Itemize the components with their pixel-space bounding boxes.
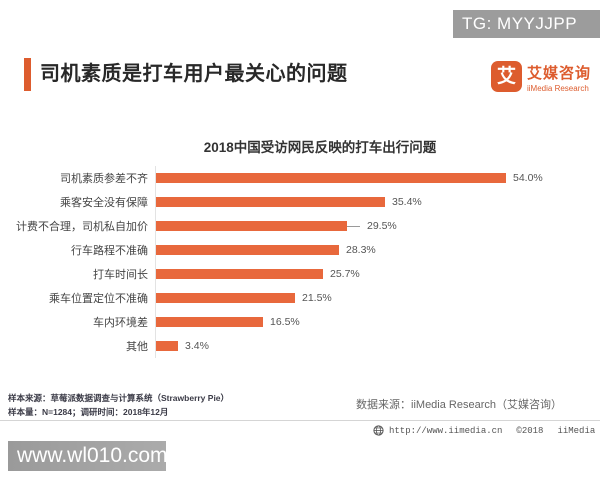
bar-category-label: 乘客安全没有保障	[60, 197, 148, 209]
footer-divider	[0, 420, 600, 421]
telegram-watermark-text: TG: MYYJJPP	[462, 14, 578, 33]
bar	[156, 269, 323, 279]
bar-value-label: 28.3%	[346, 244, 376, 256]
bar	[156, 245, 339, 255]
iimedia-logo-icon: 艾	[491, 61, 522, 92]
bar-category-label: 行车路程不准确	[71, 245, 148, 257]
data-source-note: 数据来源：iiMedia Research（艾媒咨询）	[356, 399, 562, 411]
logo-name-en: iiMedia Research	[527, 84, 589, 93]
bar-row: 车内环境差 16.5%	[0, 310, 600, 334]
bar-category-label: 车内环境差	[93, 317, 148, 329]
bar-track: 28.3%	[155, 238, 600, 262]
bar	[156, 317, 263, 327]
bar-category-label: 计费不合理，司机私自加价	[16, 221, 148, 233]
title-accent-bar	[24, 58, 31, 91]
iimedia-logo-text: 艾媒咨询 iiMedia Research	[527, 61, 591, 93]
bar-value-label: 35.4%	[392, 196, 422, 208]
bar-track: 25.7%	[155, 262, 600, 286]
bar-category-label: 乘车位置定位不准确	[49, 293, 148, 305]
bar	[156, 341, 178, 351]
bar	[156, 197, 385, 207]
globe-icon	[373, 425, 384, 436]
page-title: 司机素质是打车用户最关心的问题	[40, 63, 348, 85]
bar-value-label: 29.5%	[367, 220, 397, 232]
bar-track: 54.0%	[155, 166, 600, 190]
iimedia-logo: 艾 艾媒咨询 iiMedia Research	[491, 61, 591, 93]
telegram-watermark-badge: TG: MYYJJPP	[453, 10, 600, 38]
bar-row: 乘客安全没有保障 35.4%	[0, 190, 600, 214]
bar-category-label: 打车时间长	[93, 269, 148, 281]
bar-value-label: 3.4%	[185, 340, 209, 352]
bar	[156, 293, 295, 303]
sample-size-note: 样本量：N=1284；调研时间：2018年12月	[8, 407, 169, 417]
bar-row: 打车时间长 25.7%	[0, 262, 600, 286]
bar-track: 35.4%	[155, 190, 600, 214]
footer-bar: http://www.iimedia.cn ©2018 iiMedia Rese…	[373, 425, 600, 436]
bar-track: 3.4%	[155, 334, 600, 358]
site-watermark: www.wl010.com	[8, 441, 168, 471]
bar-value-label: 54.0%	[513, 172, 543, 184]
bar-track: 29.5%	[155, 214, 600, 238]
bar	[156, 173, 506, 183]
bar-track: 16.5%	[155, 310, 600, 334]
bar-leader-line	[347, 225, 360, 227]
bar-row: 司机素质参差不齐 54.0%	[0, 166, 600, 190]
bar-rows: 司机素质参差不齐 54.0% 乘客安全没有保障 35.4% 计费不合理，司机私自…	[0, 166, 600, 358]
bar-row: 其他 3.4%	[0, 334, 600, 358]
sample-source-note: 样本来源：草莓派数据调查与计算系统（Strawberry Pie）	[8, 393, 230, 403]
bar-row: 行车路程不准确 28.3%	[0, 238, 600, 262]
logo-name-cn: 艾媒咨询	[527, 65, 592, 82]
bar-value-label: 21.5%	[302, 292, 332, 304]
bar	[156, 221, 347, 231]
bar-category-label: 司机素质参差不齐	[60, 173, 148, 185]
bar-track: 21.5%	[155, 286, 600, 310]
footer-company: iiMedia Research	[557, 425, 600, 436]
footer-url: http://www.iimedia.cn	[389, 425, 503, 436]
bar-row: 计费不合理，司机私自加价 29.5%	[0, 214, 600, 238]
site-watermark-text: www.wl010.com	[17, 444, 168, 467]
bar-category-label: 其他	[126, 341, 148, 353]
bar-value-label: 16.5%	[270, 316, 300, 328]
footer-copyright: ©2018	[516, 425, 544, 436]
bar-value-label: 25.7%	[330, 268, 360, 280]
bar-row: 乘车位置定位不准确 21.5%	[0, 286, 600, 310]
chart-title: 2018中国受访网民反映的打车出行问题	[203, 140, 437, 155]
